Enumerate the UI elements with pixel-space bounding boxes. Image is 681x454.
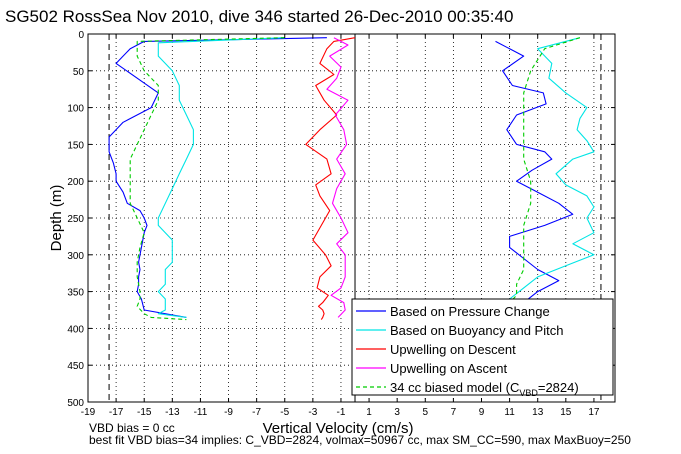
series-0-descent-line: [108, 37, 327, 318]
x-tick-label: -9: [224, 407, 233, 418]
y-tick-label: 100: [67, 104, 84, 115]
legend-box: [351, 298, 614, 396]
x-tick-label: -1: [337, 407, 346, 418]
legend-label: Upwelling on Descent: [390, 342, 516, 357]
x-tick-label: 11: [504, 407, 515, 418]
series-1-ascent-line: [509, 37, 595, 314]
x-tick-label: -7: [252, 407, 261, 418]
legend-label-text: 34 cc biased model (C: [390, 380, 519, 395]
legend-label-tail: =2824): [538, 380, 579, 395]
x-tick-label: -13: [165, 407, 180, 418]
x-tick-label: 7: [451, 407, 457, 418]
y-tick-label: 500: [67, 398, 84, 409]
y-tick-label: 200: [67, 177, 84, 188]
y-tick-label: 0: [78, 30, 84, 41]
y-tick-label: 350: [67, 288, 84, 299]
x-tick-label: -3: [308, 407, 317, 418]
y-tick-label: 300: [67, 251, 84, 262]
plot-frame: [87, 33, 616, 403]
legend-label: 34 cc biased model (CVBD=2824): [390, 380, 579, 398]
y-tick-label: 250: [67, 214, 84, 225]
legend: Based on Pressure Change Based on Buoyanc…: [351, 298, 614, 398]
y-tick-label: 400: [67, 324, 84, 335]
x-tick-label: 5: [422, 407, 428, 418]
x-tick-label: -17: [109, 407, 124, 418]
x-tick-label: 1: [366, 407, 372, 418]
x-tick-label: -5: [280, 407, 289, 418]
series-2-line: [305, 37, 356, 320]
x-tick-label: 17: [588, 407, 600, 418]
series-3-line: [326, 37, 349, 318]
legend-label: Upwelling on Ascent: [390, 361, 507, 376]
x-tick-label: 9: [479, 407, 485, 418]
axes: -19 -17 -15 -13 -11 -9 -7 -5 -3 -1 1 3 5 7 9 11 13 15 1705…: [67, 30, 616, 418]
legend-label: Based on Buoyancy and Pitch: [390, 323, 563, 338]
legend-label: Based on Pressure Change: [390, 304, 550, 319]
vbd-bias-note: VBD bias = 0 cc: [89, 421, 175, 435]
y-tick-label: 150: [67, 140, 84, 151]
x-tick-label: 3: [394, 407, 400, 418]
y-tick-label: 50: [73, 67, 85, 78]
data-series: [108, 34, 602, 402]
legend-label-subscript: VBD: [519, 388, 538, 398]
x-axis-label: Vertical Velocity (cm/s): [263, 420, 414, 437]
series-0-ascent-line: [495, 40, 574, 318]
x-tick-label: 13: [532, 407, 544, 418]
x-tick-label: -15: [137, 407, 152, 418]
series-4-ascent-line: [509, 37, 581, 318]
y-axis-label: Depth (m): [48, 185, 65, 252]
y-tick-label: 450: [67, 361, 84, 372]
x-tick-label: -19: [81, 407, 96, 418]
x-tick-label: 15: [560, 407, 572, 418]
x-tick-label: -11: [194, 407, 208, 418]
series-1-descent-line: [157, 37, 285, 318]
chart-title: SG502 RossSea Nov 2010, dive 346 started…: [5, 7, 513, 26]
series-4-descent-line: [129, 37, 285, 321]
best-fit-note: best fit VBD bias=34 implies: C_VBD=2824…: [89, 433, 631, 447]
